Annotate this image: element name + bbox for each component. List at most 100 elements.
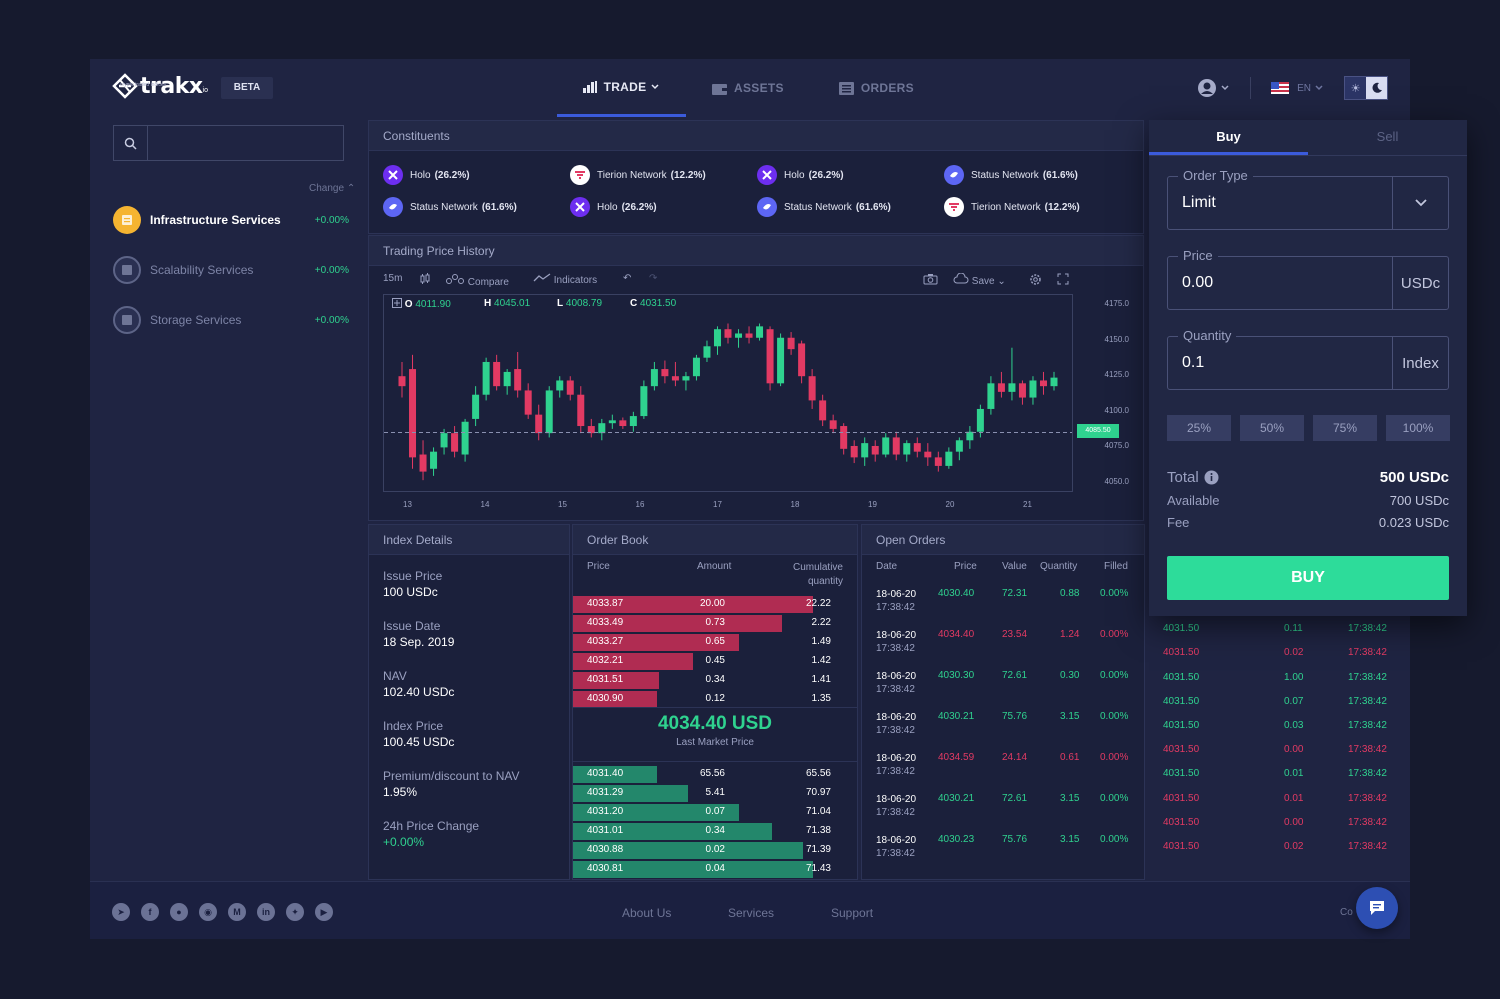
moon-icon[interactable] <box>1366 77 1387 99</box>
open-order-row[interactable]: 18-06-20 17:38:42 4030.23 75.76 3.15 0.00% <box>862 831 1144 861</box>
percent-75-button[interactable]: 75% <box>1313 415 1377 441</box>
bid-row[interactable]: 4031.01 0.34 71.38 <box>573 822 845 840</box>
constituent-item[interactable]: Status Network (61.6%) <box>944 165 1078 185</box>
nav-orders[interactable]: ORDERS <box>838 59 914 117</box>
trade-time: 17:38:42 <box>1348 720 1387 731</box>
sidebar-item-storage-services[interactable]: Storage Services +0.00% <box>113 305 349 335</box>
ask-row[interactable]: 4033.27 0.65 1.49 <box>573 633 845 651</box>
candle <box>1029 376 1037 405</box>
ask-row[interactable]: 4033.49 0.73 2.22 <box>573 614 845 632</box>
bid-row[interactable]: 4031.29 5.41 70.97 <box>573 784 845 802</box>
chart-plot-area[interactable]: O 4011.90 H 4045.01 L 4008.79 C 4031.50 <box>383 294 1073 492</box>
open-order-row[interactable]: 18-06-20 17:38:42 4030.21 72.61 3.15 0.00% <box>862 790 1144 820</box>
last-price-label: Last Market Price <box>676 737 754 748</box>
quantity-value[interactable]: 0.1 <box>1182 354 1205 371</box>
quantity-field[interactable]: Quantity 0.1 Index <box>1167 328 1449 390</box>
redo-icon[interactable]: ↷ <box>649 273 658 284</box>
order-value: 23.54 <box>1002 629 1028 640</box>
order-type-select[interactable]: Order Type Limit <box>1167 168 1449 230</box>
sidebar-item-change: +0.00% <box>314 214 349 226</box>
order-date: 18-06-20 17:38:42 <box>876 588 916 614</box>
bid-row[interactable]: 4030.81 0.04 71.43 <box>573 860 845 878</box>
theme-toggle[interactable]: ☀ <box>1344 76 1388 100</box>
constituent-weight: (61.6%) <box>1042 169 1078 181</box>
index-detail-label: Premium/discount to NAV <box>383 769 520 783</box>
tab-sell[interactable]: Sell <box>1376 129 1399 144</box>
open-order-row[interactable]: 18-06-20 17:38:42 4034.59 24.14 0.61 0.00% <box>862 749 1144 779</box>
order-date: 18-06-20 17:38:42 <box>876 711 916 737</box>
price-value[interactable]: 0.00 <box>1182 274 1214 291</box>
constituent-item[interactable]: Tierion Network (12.2%) <box>944 197 1080 217</box>
constituent-item[interactable]: Holo (26.2%) <box>757 165 844 185</box>
bid-row[interactable]: 4031.20 0.07 71.04 <box>573 803 845 821</box>
search-box[interactable] <box>113 125 344 161</box>
open-order-row[interactable]: 18-06-20 17:38:42 4030.30 72.61 0.30 0.00% <box>862 667 1144 697</box>
buy-button[interactable]: BUY <box>1167 556 1449 600</box>
change-sort-header[interactable]: Change ⌃ <box>309 183 355 194</box>
telegram-icon[interactable]: ➤ <box>112 903 130 921</box>
chart-title: Trading Price History <box>369 236 1143 266</box>
footer-link-support[interactable]: Support <box>831 906 874 920</box>
candle <box>871 440 879 462</box>
bid-row[interactable]: 4030.88 0.02 71.39 <box>573 841 845 859</box>
sidebar-item-infrastructure-services[interactable]: Infrastructure Services +0.00% <box>113 205 349 235</box>
constituent-weight: (26.2%) <box>808 169 844 181</box>
facebook-icon[interactable]: f <box>141 903 159 921</box>
constituent-label: Tierion Network <box>597 169 667 181</box>
info-icon[interactable] <box>1204 470 1219 485</box>
candle <box>398 361 406 398</box>
price-field[interactable]: Price 0.00 USDc <box>1167 248 1449 310</box>
youtube-icon[interactable]: ▶ <box>315 903 333 921</box>
github-icon[interactable]: ◉ <box>199 903 217 921</box>
nav-assets[interactable]: ASSETS <box>712 59 784 117</box>
search-icon[interactable] <box>114 126 148 160</box>
scalability-services-icon <box>113 256 141 284</box>
indicators-button[interactable]: Indicators <box>533 273 597 286</box>
constituent-weight: (12.2%) <box>670 169 706 181</box>
constituent-item[interactable]: Tierion Network (12.2%) <box>570 165 706 185</box>
camera-icon[interactable] <box>923 273 938 288</box>
percent-50-button[interactable]: 50% <box>1240 415 1304 441</box>
interval-selector[interactable]: 15m <box>383 273 403 284</box>
bid-row[interactable]: 4031.40 65.56 65.56 <box>573 765 845 783</box>
percent-100-button[interactable]: 100% <box>1386 415 1450 441</box>
fullscreen-icon[interactable] <box>1057 273 1069 288</box>
compare-button[interactable]: Compare <box>445 273 509 288</box>
plus-square-icon <box>392 298 402 308</box>
open-order-row[interactable]: 18-06-20 17:38:42 4030.21 75.76 3.15 0.00% <box>862 708 1144 738</box>
save-button[interactable]: Save ⌄ <box>953 272 1006 287</box>
tab-buy[interactable]: Buy <box>1149 120 1308 155</box>
sidebar-item-scalability-services[interactable]: Scalability Services +0.00% <box>113 255 349 285</box>
logo[interactable]: trakx io <box>112 73 208 99</box>
ask-row[interactable]: 4032.21 0.45 1.42 <box>573 652 845 670</box>
footer-link-services[interactable]: Services <box>728 906 775 920</box>
candle-type-icon[interactable] <box>419 273 431 288</box>
reddit-icon[interactable]: ● <box>170 903 188 921</box>
chevron-down-icon[interactable] <box>1392 177 1448 229</box>
settings-gear-icon[interactable] <box>1029 273 1042 289</box>
chat-button[interactable] <box>1356 887 1398 929</box>
user-menu[interactable] <box>1197 78 1230 98</box>
open-order-row[interactable]: 18-06-20 17:38:42 4034.40 23.54 1.24 0.00% <box>862 626 1144 656</box>
candle <box>545 386 553 438</box>
ask-row[interactable]: 4031.51 0.34 1.41 <box>573 671 845 689</box>
footer-link-about[interactable]: About Us <box>622 906 672 920</box>
ask-row[interactable]: 4033.87 20.00 22.22 <box>573 595 845 613</box>
candle <box>419 440 427 481</box>
medium-icon[interactable]: M <box>228 903 246 921</box>
constituent-item[interactable]: Holo (26.2%) <box>383 165 470 185</box>
undo-icon[interactable]: ↶ <box>623 273 632 284</box>
ask-row[interactable]: 4030.90 0.12 1.35 <box>573 690 845 708</box>
constituent-item[interactable]: Status Network (61.6%) <box>383 197 517 217</box>
search-input[interactable] <box>148 126 343 160</box>
linkedin-icon[interactable]: in <box>257 903 275 921</box>
language-selector[interactable]: EN <box>1271 82 1324 94</box>
open-order-row[interactable]: 18-06-20 17:38:42 4030.40 72.31 0.88 0.00% <box>862 585 1144 615</box>
percent-25-button[interactable]: 25% <box>1167 415 1231 441</box>
nav-trade-label: TRADE <box>603 79 647 94</box>
constituent-item[interactable]: Status Network (61.6%) <box>757 197 891 217</box>
twitter-icon[interactable]: ✦ <box>286 903 304 921</box>
nav-trade[interactable]: TRADE <box>557 59 686 117</box>
sun-icon[interactable]: ☀ <box>1345 77 1366 99</box>
constituent-item[interactable]: Holo (26.2%) <box>570 197 657 217</box>
